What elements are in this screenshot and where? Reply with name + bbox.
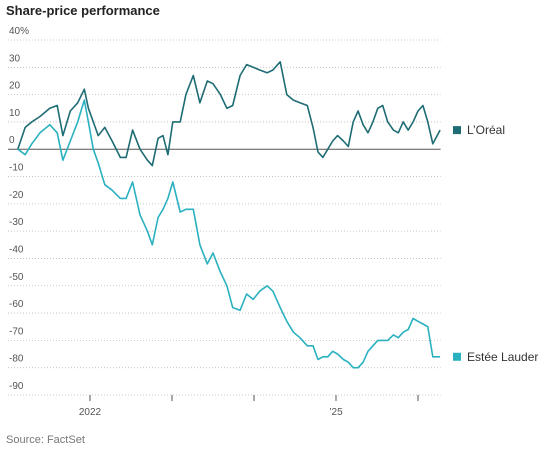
y-tick-label: -70 — [9, 326, 24, 337]
y-tick-label: -50 — [9, 272, 24, 283]
y-tick-label: 40% — [9, 26, 29, 37]
y-tick-label: -60 — [9, 299, 24, 310]
y-tick-label: -40 — [9, 244, 24, 255]
y-tick-label: 0 — [9, 135, 15, 146]
legend-label: L’Oréal — [467, 123, 505, 137]
y-tick-label: -20 — [9, 190, 24, 201]
y-tick-label: -80 — [9, 354, 24, 365]
legend-swatch — [453, 352, 461, 361]
y-tick-label: 10 — [9, 108, 21, 119]
series-line — [17, 99, 441, 369]
legend-label: Estée Lauder — [467, 350, 538, 364]
y-tick-label: -90 — [9, 381, 24, 392]
y-tick-label: 30 — [9, 53, 21, 64]
y-tick-label: 20 — [9, 81, 21, 92]
x-tick-label: 2022 — [79, 407, 102, 418]
y-tick-label: -30 — [9, 217, 24, 228]
y-tick-label: -10 — [9, 163, 24, 174]
source: Source: FactSet — [6, 434, 85, 446]
legend-swatch — [453, 126, 461, 135]
x-tick-label: ’25 — [329, 407, 343, 418]
series-line — [17, 61, 441, 167]
chart-title: Share-price performance — [6, 3, 160, 18]
